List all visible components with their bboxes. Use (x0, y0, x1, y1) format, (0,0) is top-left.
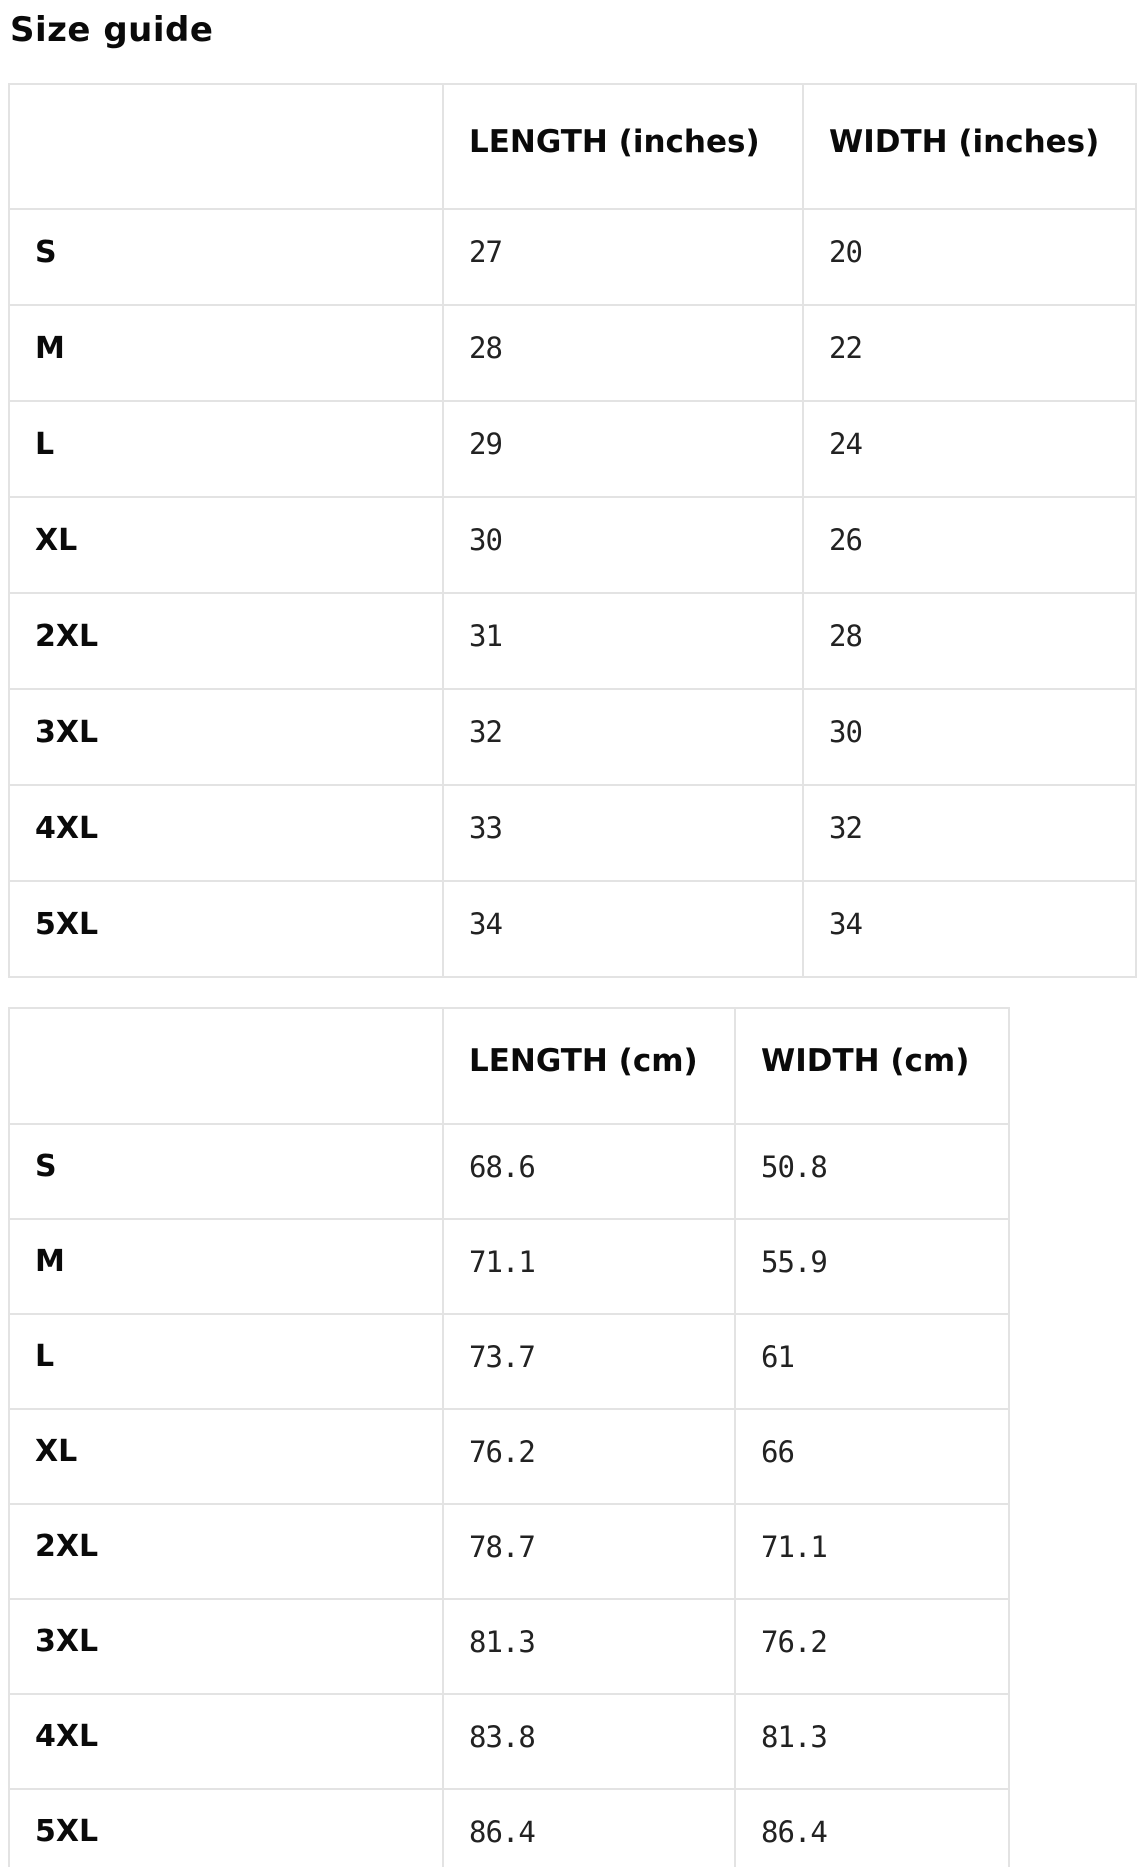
length-value: 68.6 (442, 1123, 736, 1220)
length-value: 81.3 (442, 1598, 736, 1695)
size-column-header (8, 1007, 444, 1125)
size-label: 2XL (8, 592, 444, 690)
table-row: L 29 24 (8, 400, 1137, 498)
table-row: 5XL 86.4 86.4 (8, 1788, 1010, 1867)
length-value: 86.4 (442, 1788, 736, 1867)
length-value: 28 (442, 304, 804, 402)
size-label: M (8, 304, 444, 402)
size-column-header (8, 83, 444, 210)
table-row: XL 76.2 66 (8, 1408, 1010, 1505)
width-value: 34 (802, 880, 1137, 978)
table-row: S 68.6 50.8 (8, 1123, 1010, 1220)
table-row: 2XL 78.7 71.1 (8, 1503, 1010, 1600)
size-label: 3XL (8, 1598, 444, 1695)
header-row: LENGTH (cm) WIDTH (cm) (8, 1007, 1010, 1125)
size-label: 5XL (8, 1788, 444, 1867)
length-value: 71.1 (442, 1218, 736, 1315)
table-row: 4XL 33 32 (8, 784, 1137, 882)
size-label: 4XL (8, 784, 444, 882)
width-value: 86.4 (734, 1788, 1010, 1867)
size-table-cm: LENGTH (cm) WIDTH (cm) S 68.6 50.8 M 71.… (8, 1007, 1010, 1867)
width-value: 66 (734, 1408, 1010, 1505)
size-label: S (8, 1123, 444, 1220)
size-label: S (8, 208, 444, 306)
header-row: LENGTH (inches) WIDTH (inches) (8, 83, 1137, 210)
size-label: M (8, 1218, 444, 1315)
size-label: 5XL (8, 880, 444, 978)
length-value: 83.8 (442, 1693, 736, 1790)
width-inches-header: WIDTH (inches) (802, 83, 1137, 210)
length-value: 33 (442, 784, 804, 882)
length-value: 31 (442, 592, 804, 690)
width-value: 76.2 (734, 1598, 1010, 1695)
size-label: XL (8, 1408, 444, 1505)
size-label: L (8, 1313, 444, 1410)
length-value: 27 (442, 208, 804, 306)
table-row: S 27 20 (8, 208, 1137, 306)
width-value: 81.3 (734, 1693, 1010, 1790)
size-label: 3XL (8, 688, 444, 786)
size-label: XL (8, 496, 444, 594)
size-label: 2XL (8, 1503, 444, 1600)
size-label: 4XL (8, 1693, 444, 1790)
width-value: 55.9 (734, 1218, 1010, 1315)
length-value: 34 (442, 880, 804, 978)
width-value: 28 (802, 592, 1137, 690)
length-cm-header: LENGTH (cm) (442, 1007, 736, 1125)
length-value: 32 (442, 688, 804, 786)
width-value: 30 (802, 688, 1137, 786)
table-row: 2XL 31 28 (8, 592, 1137, 690)
length-inches-header: LENGTH (inches) (442, 83, 804, 210)
size-label: L (8, 400, 444, 498)
table-row: L 73.7 61 (8, 1313, 1010, 1410)
table-row: 4XL 83.8 81.3 (8, 1693, 1010, 1790)
size-table-inches: LENGTH (inches) WIDTH (inches) S 27 20 M… (8, 83, 1137, 978)
table-row: M 71.1 55.9 (8, 1218, 1010, 1315)
length-value: 78.7 (442, 1503, 736, 1600)
width-value: 26 (802, 496, 1137, 594)
table-row: 5XL 34 34 (8, 880, 1137, 978)
width-value: 50.8 (734, 1123, 1010, 1220)
length-value: 73.7 (442, 1313, 736, 1410)
table-row: XL 30 26 (8, 496, 1137, 594)
width-value: 24 (802, 400, 1137, 498)
table-row: 3XL 32 30 (8, 688, 1137, 786)
width-value: 32 (802, 784, 1137, 882)
table-row: 3XL 81.3 76.2 (8, 1598, 1010, 1695)
page-title: Size guide (10, 10, 214, 50)
length-value: 76.2 (442, 1408, 736, 1505)
length-value: 29 (442, 400, 804, 498)
width-value: 20 (802, 208, 1137, 306)
width-value: 61 (734, 1313, 1010, 1410)
width-value: 22 (802, 304, 1137, 402)
width-cm-header: WIDTH (cm) (734, 1007, 1010, 1125)
length-value: 30 (442, 496, 804, 594)
table-row: M 28 22 (8, 304, 1137, 402)
width-value: 71.1 (734, 1503, 1010, 1600)
